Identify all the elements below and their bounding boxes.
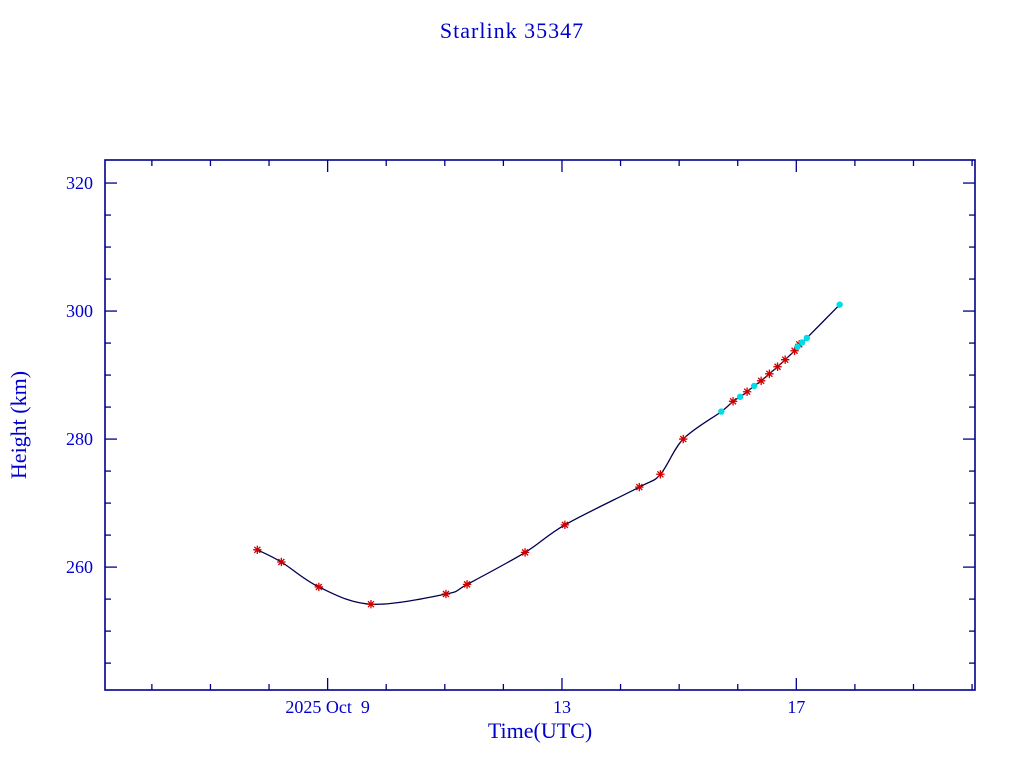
plot-frame-rect — [104, 159, 976, 691]
y-axis-title: Height (km) — [6, 371, 31, 479]
observed-point-marker — [728, 397, 738, 406]
height-curve-path — [257, 304, 841, 605]
x-tick-label: 2025 Oct 9 — [285, 697, 370, 717]
observed-point-marker — [366, 600, 376, 609]
observed-point-marker — [314, 582, 324, 592]
observed-point-marker — [742, 387, 752, 396]
observed-point-marker — [765, 369, 774, 378]
predicted-point-marker — [836, 301, 843, 308]
predicted-point-marker — [736, 393, 744, 401]
axis-tick-labels: 2025 Oct 9 13 17 260 280 300 320 — [66, 173, 805, 717]
predicted-point-marker — [718, 408, 725, 415]
y-tick-label: 300 — [66, 301, 93, 321]
observed-point-marker — [560, 520, 570, 530]
data-point-markers — [253, 301, 843, 609]
y-tick-label: 260 — [66, 557, 93, 577]
predicted-point-marker — [798, 339, 806, 346]
predicted-point-marker — [794, 343, 801, 351]
observed-point-marker — [441, 589, 451, 599]
observed-point-marker — [679, 434, 688, 444]
y-tick-label: 280 — [66, 429, 93, 449]
plot-frame — [104, 159, 976, 691]
x-tick-label: 17 — [787, 697, 805, 717]
chart-title: Starlink 35347 — [440, 18, 584, 43]
observed-point-marker — [253, 545, 262, 555]
observed-point-marker — [773, 362, 782, 371]
axis-ticks — [105, 160, 975, 690]
y-tick-label: 320 — [66, 173, 93, 193]
observed-point-marker — [780, 355, 790, 364]
observed-point-marker — [277, 557, 286, 567]
predicted-point-marker — [803, 334, 811, 342]
x-tick-label: 13 — [553, 697, 571, 717]
observed-point-marker — [462, 580, 472, 589]
observed-point-marker — [790, 346, 799, 355]
predicted-point-marker — [750, 382, 758, 390]
observed-point-marker — [656, 470, 665, 479]
observed-point-marker — [756, 376, 766, 386]
observed-point-marker — [635, 482, 644, 492]
observed-point-marker — [520, 548, 530, 557]
x-axis-title: Time(UTC) — [488, 718, 592, 743]
height-curve — [257, 304, 841, 605]
